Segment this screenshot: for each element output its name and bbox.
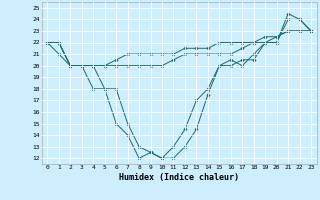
X-axis label: Humidex (Indice chaleur): Humidex (Indice chaleur) [119,173,239,182]
